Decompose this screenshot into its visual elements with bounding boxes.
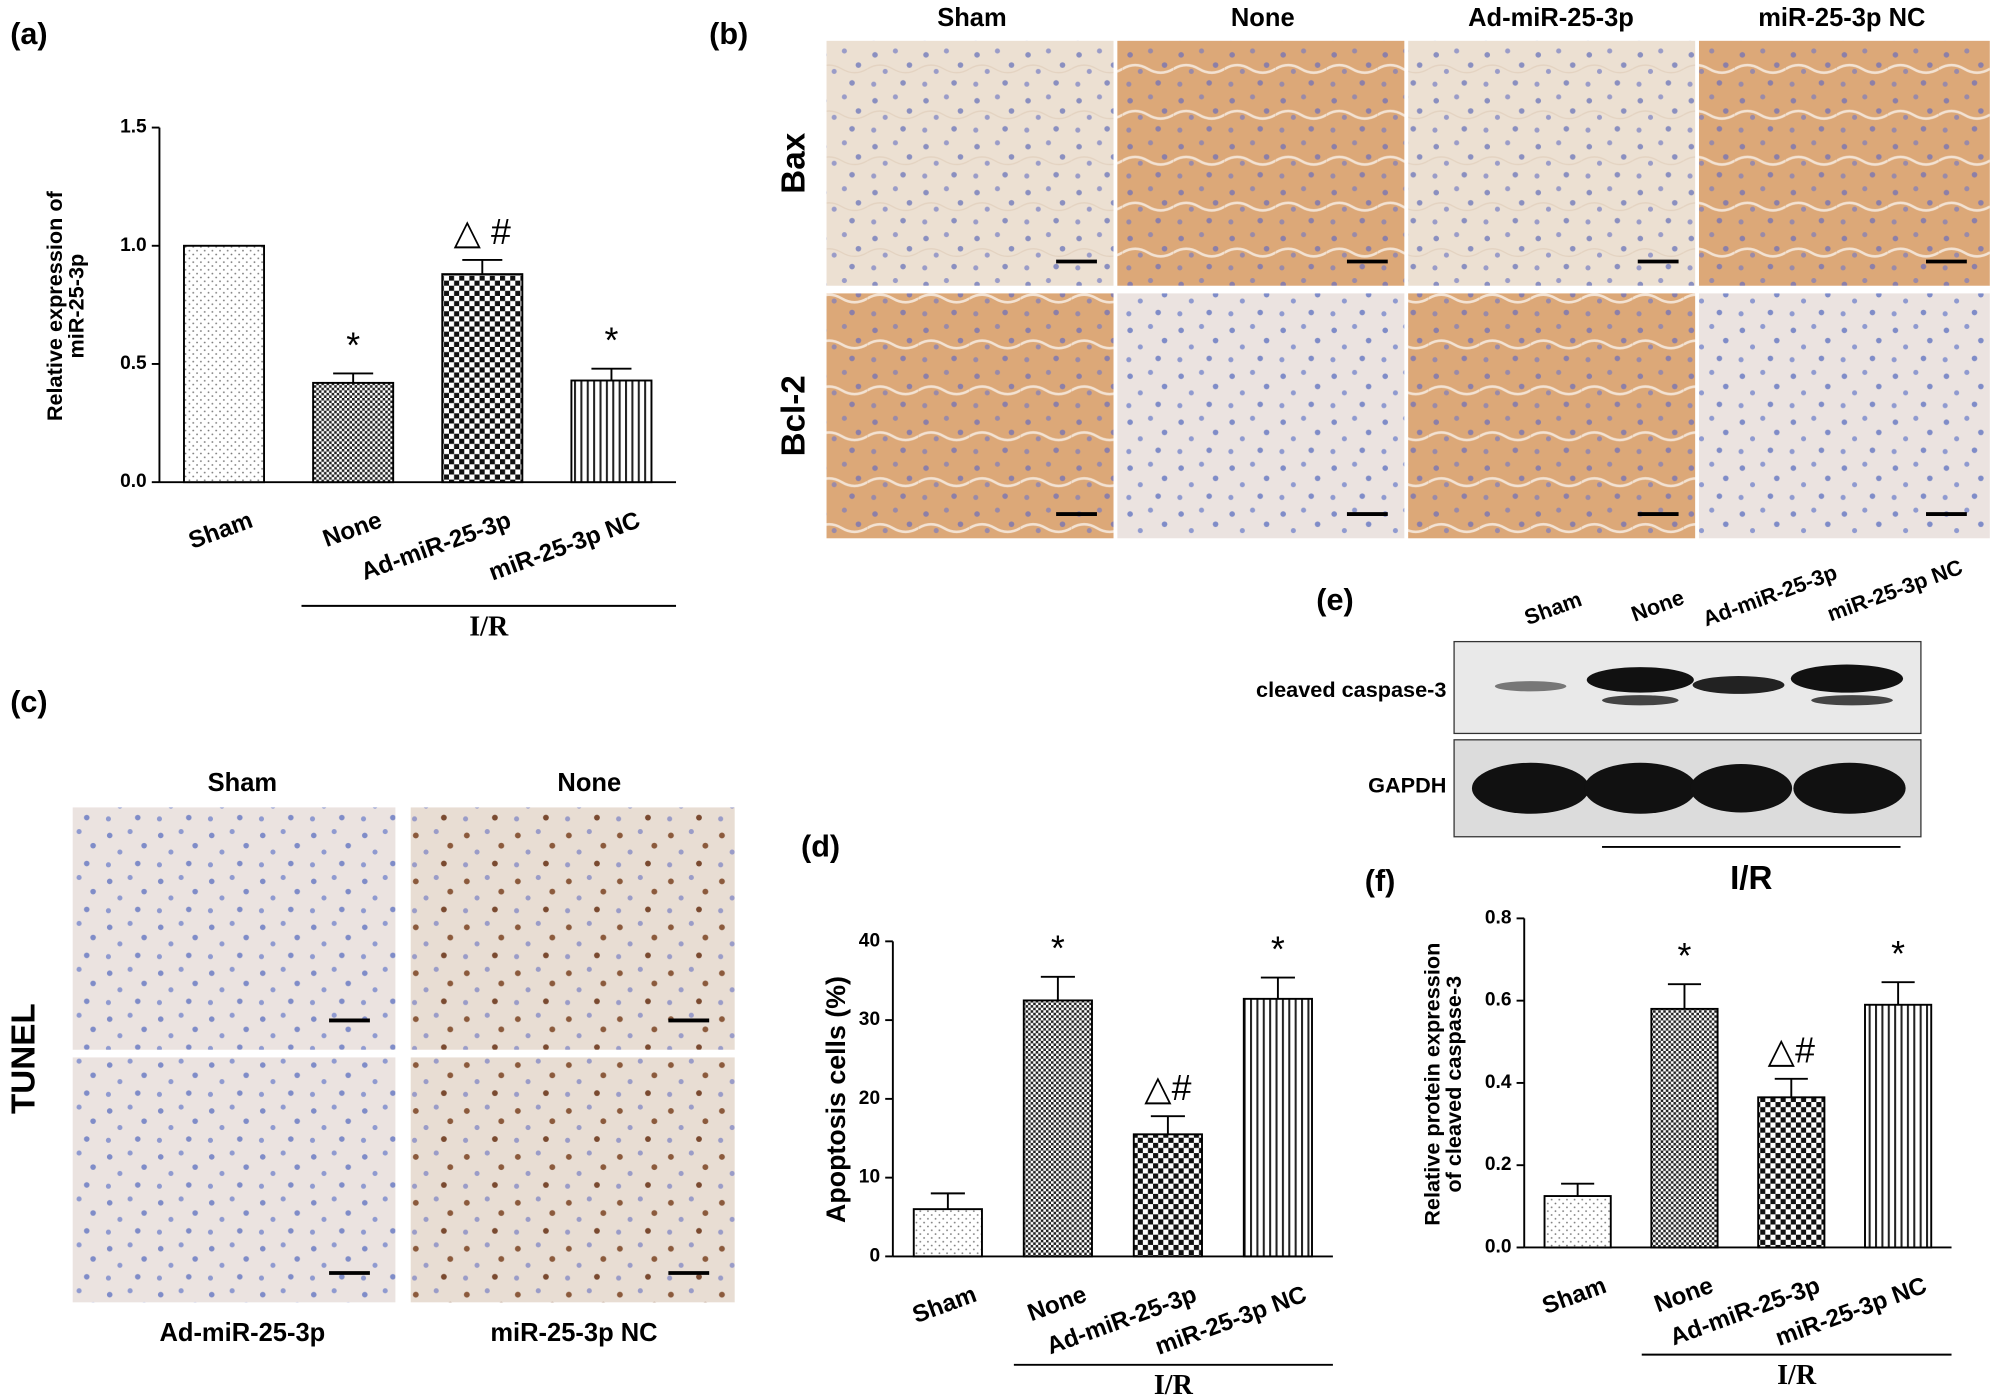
micrograph	[826, 293, 1114, 539]
y-tick-label: 0.2	[1485, 1154, 1512, 1175]
row-label: Bcl-2	[776, 375, 813, 456]
bar	[570, 379, 653, 484]
x-tick-label: None	[319, 507, 385, 553]
bar	[1543, 1195, 1612, 1249]
column-header: Sham	[208, 769, 277, 797]
x-tick-label: Sham	[909, 1281, 980, 1329]
bar	[1132, 1133, 1203, 1258]
y-axis-label: Apoptosis cells (%)	[821, 976, 851, 1223]
bar	[912, 1208, 983, 1258]
y-tick-label: 40	[859, 930, 880, 951]
y-tick-label: 0	[869, 1245, 880, 1266]
column-header: miR-25-3p NC	[1758, 4, 1925, 32]
micrograph	[1408, 293, 1696, 539]
bar	[1242, 997, 1313, 1258]
y-tick-label: 1.0	[120, 235, 147, 256]
significance-mark: *	[1051, 929, 1065, 969]
bar	[441, 273, 524, 484]
significance-mark: *	[1271, 930, 1285, 970]
column-header: None	[557, 769, 621, 797]
y-tick-label: 20	[859, 1088, 880, 1109]
micrograph	[1698, 40, 1990, 286]
bands	[1471, 664, 1906, 814]
group-label: I/R	[469, 611, 509, 642]
lane-label: miR-25-3p NC	[1824, 554, 1966, 626]
bar-chart: 0.0 0.2 0.4 0.6 0.8 Relative protein expressi…	[1419, 907, 1952, 1391]
micrograph	[72, 1057, 396, 1303]
y-axis-label: miR-25-3p	[64, 254, 89, 359]
y-axis-label: Relative expression of	[42, 190, 67, 421]
column-header: Sham	[937, 4, 1006, 32]
y-tick-label: 0.5	[120, 353, 147, 374]
tunel-panel: Sham None Ad-miR-25-3p miR-25-3p NC TUNE…	[5, 769, 735, 1347]
micrograph	[1698, 293, 1990, 539]
micrograph	[72, 807, 396, 1050]
y-axis-label: of cleaved caspase-3	[1441, 976, 1466, 1193]
bar	[1650, 1007, 1719, 1249]
bar	[183, 244, 266, 484]
scale-bars	[1056, 259, 1967, 516]
micrograph	[1117, 40, 1405, 286]
significance-mark: *	[346, 325, 360, 365]
panel-label: (e)	[1316, 583, 1353, 617]
row-label: Bax	[776, 132, 813, 193]
significance-mark: △ #	[454, 212, 511, 252]
bar	[1022, 999, 1093, 1258]
y-tick-label: 0.8	[1485, 907, 1512, 928]
panel-label: (a)	[10, 17, 47, 51]
lane-label: None	[1628, 584, 1687, 626]
bar	[1864, 1003, 1933, 1249]
micrograph	[410, 1057, 735, 1303]
x-tick-label: Sham	[185, 507, 256, 555]
y-tick-label: 0.0	[120, 471, 147, 492]
y-tick-label: 10	[859, 1167, 880, 1188]
bar-chart: 0.0 0.5 1.0 1.5 Relative expression ofmiR-25…	[42, 117, 677, 642]
y-tick-label: 0.4	[1485, 1072, 1512, 1093]
panel-label: (c)	[10, 685, 47, 719]
western-blot: cleaved caspase-3 GAPDH Sham None Ad-miR…	[1256, 554, 1966, 897]
significance-mark: *	[604, 321, 618, 361]
significance-mark: △#	[1768, 1031, 1815, 1071]
y-tick-label: 0.0	[1485, 1237, 1512, 1258]
row-label: TUNEL	[5, 1003, 42, 1114]
panel-label: (b)	[709, 17, 748, 51]
micrograph	[1117, 293, 1405, 539]
band-label: cleaved caspase-3	[1256, 677, 1446, 702]
column-footer: Ad-miR-25-3p	[159, 1319, 325, 1347]
panel-label: (d)	[801, 829, 840, 863]
micrograph	[1408, 40, 1696, 286]
column-header: None	[1231, 4, 1295, 32]
scale-bars	[329, 1018, 710, 1275]
significance-mark: △#	[1144, 1068, 1191, 1108]
micrograph	[826, 40, 1114, 286]
x-tick-label: Sham	[1539, 1272, 1610, 1320]
y-tick-label: 30	[859, 1009, 880, 1030]
lane-label: Sham	[1521, 586, 1585, 630]
panel-label: (f)	[1365, 864, 1396, 898]
group-label: I/R	[1777, 1360, 1817, 1391]
bar	[312, 381, 395, 484]
significance-mark: *	[1891, 934, 1905, 974]
lane-label: Ad-miR-25-3p	[1699, 559, 1840, 631]
significance-mark: *	[1678, 936, 1692, 976]
y-tick-label: 1.5	[120, 117, 147, 138]
group-label: I/R	[1730, 860, 1772, 897]
bar	[1757, 1096, 1826, 1249]
column-footer: miR-25-3p NC	[490, 1319, 657, 1347]
band-label: GAPDH	[1368, 773, 1446, 798]
y-tick-label: 0.6	[1485, 990, 1512, 1011]
column-header: Ad-miR-25-3p	[1468, 4, 1634, 32]
y-axis-label: Relative protein expression	[1419, 943, 1444, 1226]
ihc-panel: Sham None Ad-miR-25-3p miR-25-3p NC Bax …	[776, 4, 1990, 539]
group-label: I/R	[1154, 1370, 1194, 1398]
micrograph	[410, 807, 735, 1050]
